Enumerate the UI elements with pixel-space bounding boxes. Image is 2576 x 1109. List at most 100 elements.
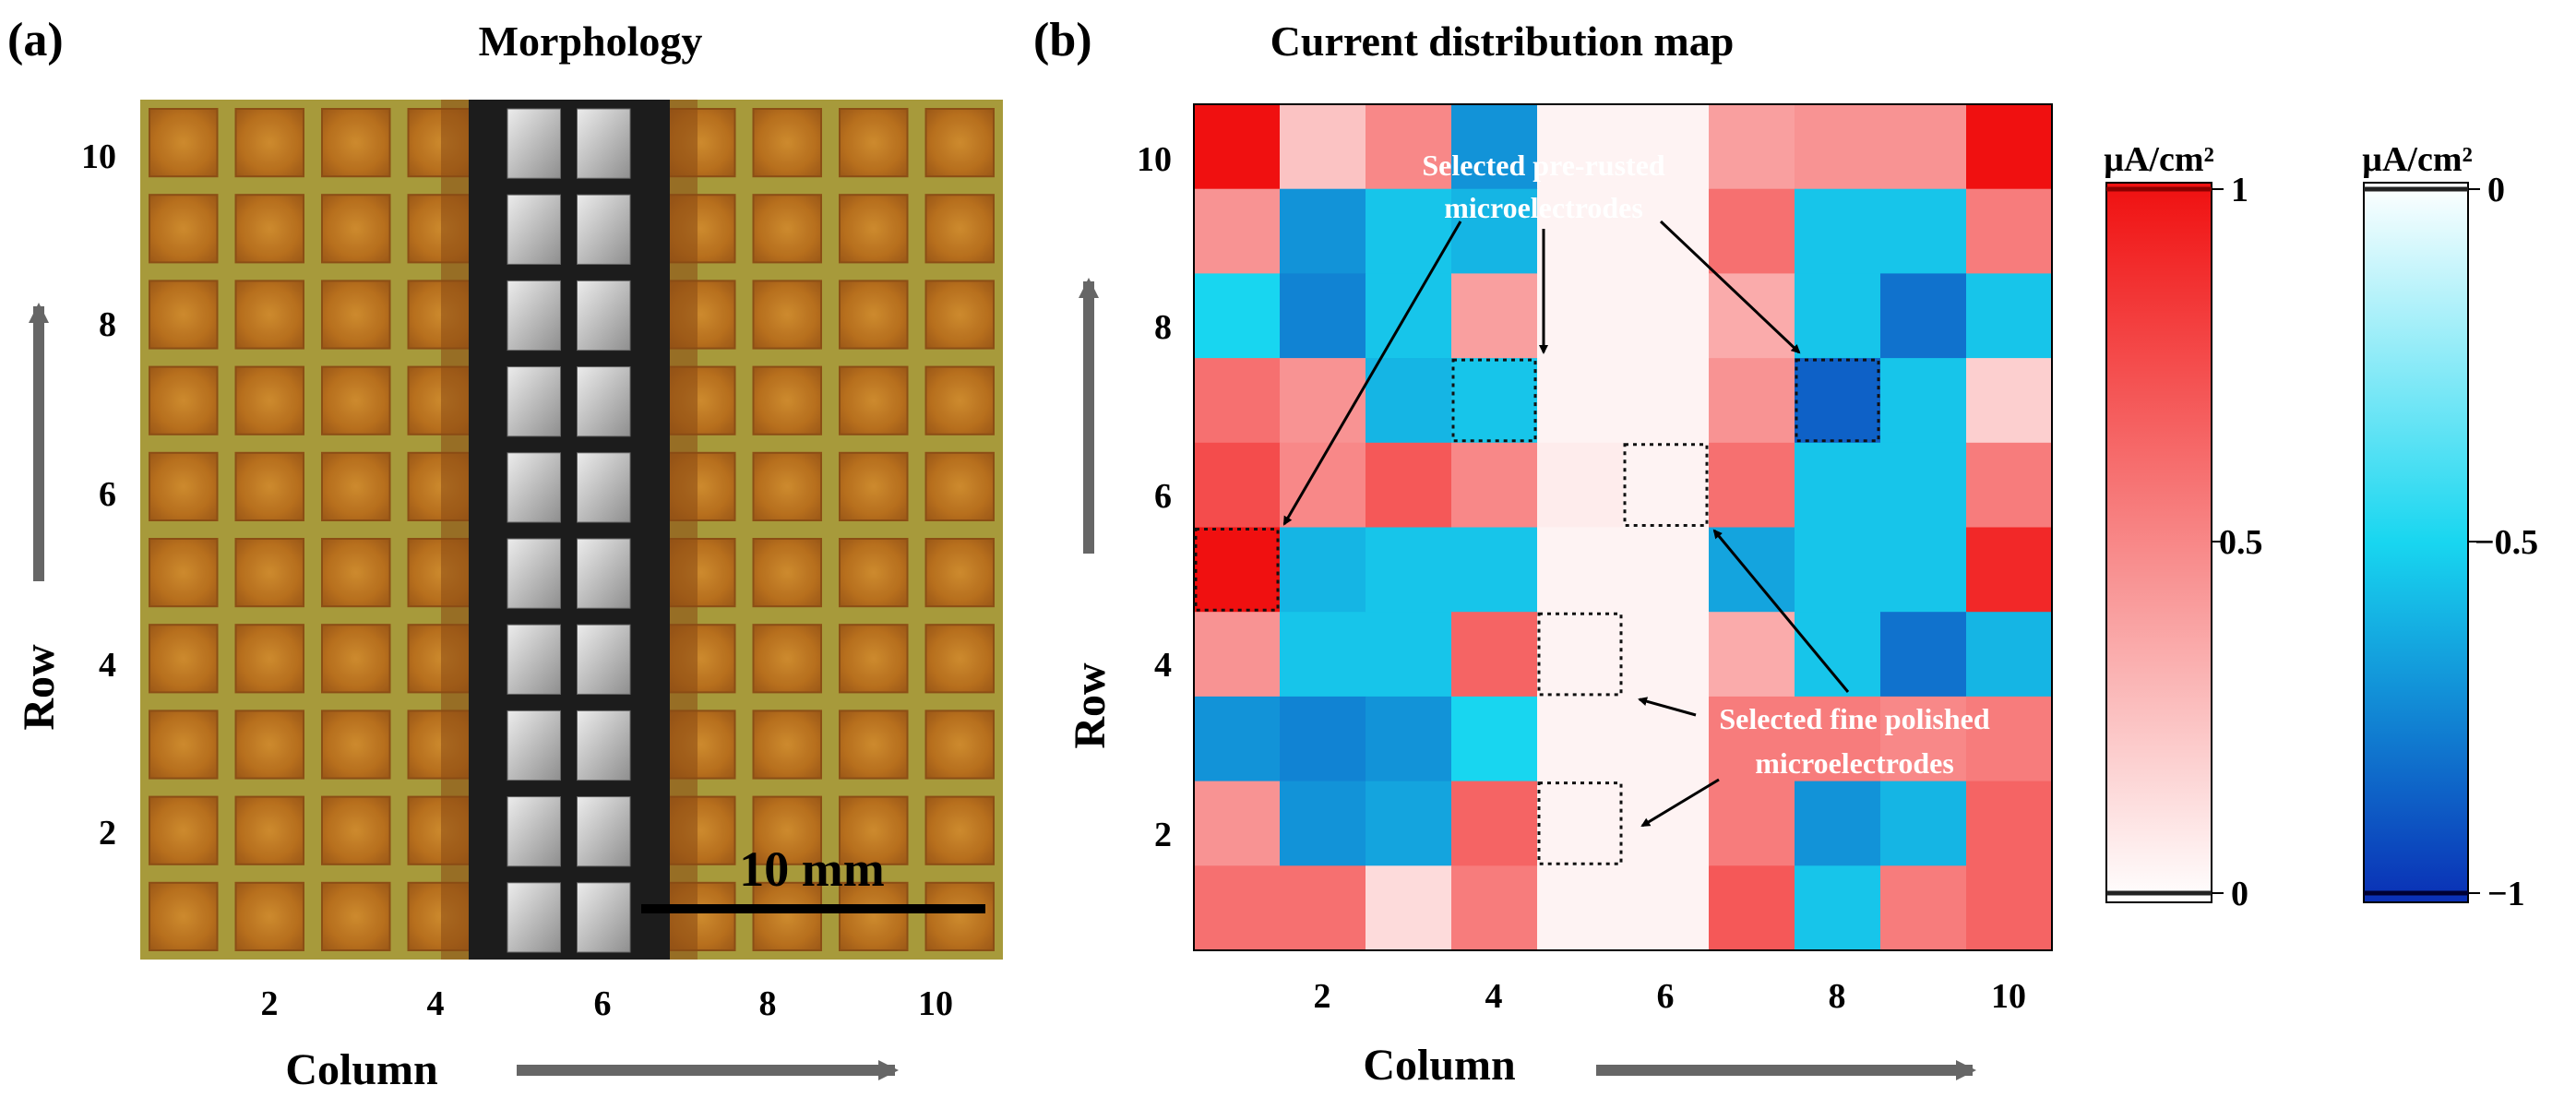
photo-steel-electrode (577, 194, 631, 265)
heatmap-cell-r2-c8 (1795, 781, 1881, 866)
heatmap-cell-r9-c8 (1795, 188, 1881, 274)
photo-steel-electrode (507, 882, 561, 953)
heatmap-cell-r7-c7 (1709, 358, 1795, 444)
panel-a-xlabel: Column (285, 1045, 437, 1094)
selection-boxes (1194, 358, 1880, 865)
photo-rusted-electrode (321, 280, 391, 350)
heatmap-cell-r10-c7 (1709, 104, 1795, 190)
annotation-arrows (1282, 220, 1850, 828)
panel-a-x-tick: 2 (261, 984, 279, 1023)
photo-rusted-electrode (234, 795, 304, 865)
selected-fine-polished-box (1537, 612, 1623, 697)
photo-rusted-electrode (839, 108, 909, 178)
heatmap-cell-r10-c6 (1623, 104, 1710, 190)
panel-b-title: Current distribution map (1270, 18, 1735, 65)
colorbar-negative-tick-label: −1 (2487, 875, 2525, 913)
panel-a-y-tick: 2 (99, 814, 116, 853)
heatmap-cell-r1-c3 (1366, 865, 1452, 951)
colorbar-negative-tick-label: 0 (2487, 171, 2505, 209)
photo-rusted-electrode (752, 710, 822, 780)
heatmap-cell-r6-c4 (1451, 442, 1538, 529)
panel-a-y-tick: 8 (99, 305, 116, 344)
heatmap-cell-r4-c6 (1623, 612, 1710, 698)
photo-steel-electrode (577, 366, 631, 437)
photo-steel-electrode (577, 624, 631, 695)
selected-fine-polished-box (1623, 443, 1709, 527)
photo-rusted-electrode (321, 365, 391, 435)
heatmap-cell-r4-c10 (1966, 612, 2053, 698)
heatmap-cell-r9-c9 (1880, 188, 1967, 274)
heatmap-cell-r4-c3 (1366, 612, 1452, 698)
heatmap-cell-r2-c5 (1537, 781, 1624, 866)
photo-steel-electrode (507, 796, 561, 867)
photo-steel-electrode (577, 280, 631, 352)
heatmap-cell-r10-c8 (1795, 104, 1881, 190)
heatmap-cell-r4-c2 (1280, 612, 1366, 698)
heatmap-cell-r6-c7 (1709, 442, 1795, 529)
heatmap-cell-r9-c4 (1451, 188, 1538, 274)
panel-a-ylabel: Row (15, 644, 64, 731)
heatmap-cell-r1-c10 (1966, 865, 2053, 951)
photo-rusted-electrode (321, 795, 391, 865)
photo-rusted-electrode (839, 365, 909, 435)
photo-rusted-electrode (321, 538, 391, 608)
photo-rusted-electrode (839, 194, 909, 264)
photo-rusted-electrode (924, 108, 995, 178)
photo-steel-electrode (577, 796, 631, 867)
photo-rusted-electrode (752, 365, 822, 435)
heatmap-cell-r6-c9 (1880, 442, 1967, 529)
colorbar-positive-units: µA/cm² (2104, 140, 2214, 179)
photo-rusted-electrode (149, 710, 219, 780)
heatmap-cell-r2-c2 (1280, 781, 1366, 866)
panel-b-x-tick: 4 (1485, 977, 1503, 1016)
photo-rusted-electrode (234, 280, 304, 350)
heatmap-cell-r5-c1 (1194, 527, 1281, 613)
annotation-fine-polished-line2: microelectrodes (1755, 746, 1954, 780)
heatmap-cell-r7-c3 (1366, 358, 1452, 444)
heatmap-cell-r7-c1 (1194, 358, 1281, 444)
photo-electrode-grid (149, 100, 995, 960)
panel-a-x-tick: 10 (918, 984, 953, 1023)
colorbar-positive-tick-label: 1 (2231, 171, 2248, 209)
heatmap-cell-r8-c1 (1194, 273, 1281, 359)
heatmap-cell-r2-c4 (1451, 781, 1538, 866)
annotation-pre-rusted-line2: microelectrodes (1444, 191, 1643, 224)
heatmap-cell-r10-c1 (1194, 104, 1281, 190)
photo-rusted-electrode (321, 710, 391, 780)
colorbar-positive-bar (2105, 182, 2212, 903)
photo-rusted-electrode (752, 194, 822, 264)
photo-steel-electrode (507, 452, 561, 523)
heatmap-cell-r6-c6 (1623, 442, 1710, 529)
heatmap-cell-r5-c2 (1280, 527, 1366, 613)
heatmap-cell-r2-c9 (1880, 781, 1967, 866)
panel-b-y-tick: 10 (1137, 140, 1172, 179)
panel-b-label: (b) (1033, 14, 1092, 66)
heatmap-cell-r4-c7 (1709, 612, 1795, 698)
heatmap-cell-r9-c2 (1280, 188, 1366, 274)
photo-steel-electrode (577, 710, 631, 781)
heatmap-cell-r10-c9 (1880, 104, 1967, 190)
panel-b-y-tick: 2 (1154, 816, 1172, 854)
photo-rusted-electrode (924, 881, 995, 951)
heatmap-cell-r3-c5 (1537, 696, 1624, 782)
photo-rusted-electrode (924, 280, 995, 350)
heatmap-cell-r2-c1 (1194, 781, 1281, 866)
heatmap-cell-r1-c5 (1537, 865, 1624, 951)
photo-rusted-electrode (839, 710, 909, 780)
heatmap-cell-r8-c10 (1966, 273, 2053, 359)
heatmap-cell-r8-c6 (1623, 273, 1710, 359)
heatmap-cell-r10-c5 (1537, 104, 1624, 190)
heatmap-cell-r5-c4 (1451, 527, 1538, 613)
photo-rusted-electrode (839, 538, 909, 608)
photo-steel-electrode (507, 280, 561, 352)
arrow-pre-rusted-col1 (1282, 221, 1462, 526)
heatmap-cell-r1-c1 (1194, 865, 1281, 951)
heatmap-cell-r6-c3 (1366, 442, 1452, 529)
photo-rusted-electrode (149, 280, 219, 350)
photo-steel-electrode (507, 366, 561, 437)
heatmap-cell-r4-c4 (1451, 612, 1538, 698)
photo-rusted-electrode (752, 280, 822, 350)
heatmap-cell-r7-c8 (1795, 358, 1881, 444)
annotation-pre-rusted: Selected pre-rusted microelectrodes (1422, 149, 1665, 224)
heatmap-cell-r7-c9 (1880, 358, 1967, 444)
